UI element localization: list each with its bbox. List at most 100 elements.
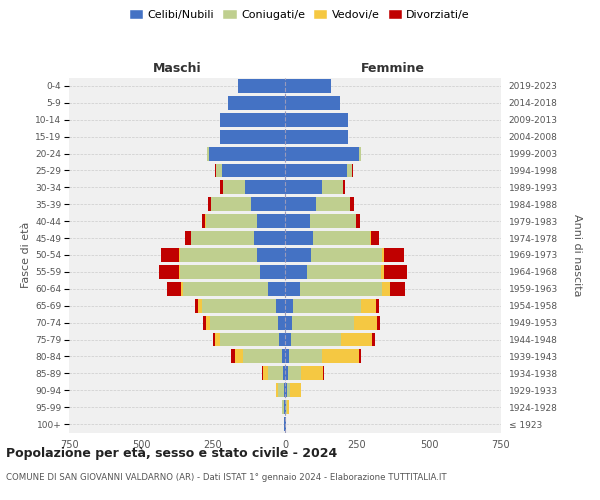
Bar xyxy=(285,79,331,93)
Bar xyxy=(285,96,340,110)
Text: Femmine: Femmine xyxy=(361,62,425,75)
Bar xyxy=(285,282,382,296)
Bar xyxy=(285,180,343,194)
Bar xyxy=(282,400,285,414)
Bar xyxy=(285,164,353,177)
Bar xyxy=(285,316,354,330)
Bar xyxy=(257,214,285,228)
Bar xyxy=(268,366,285,380)
Bar xyxy=(215,332,285,346)
Bar xyxy=(285,231,370,245)
Bar xyxy=(277,299,285,312)
Bar xyxy=(285,130,349,143)
Bar xyxy=(285,400,289,414)
Bar xyxy=(285,214,356,228)
Bar xyxy=(216,164,285,177)
Bar xyxy=(213,332,285,346)
Bar xyxy=(285,146,361,160)
Bar xyxy=(220,130,285,143)
Bar xyxy=(285,146,359,160)
Bar xyxy=(207,146,285,160)
Bar xyxy=(285,282,405,296)
Bar xyxy=(181,248,285,262)
Bar xyxy=(285,96,340,110)
Bar xyxy=(285,417,286,431)
Bar xyxy=(285,350,359,364)
Bar xyxy=(285,366,324,380)
Bar xyxy=(284,417,285,431)
Bar xyxy=(285,350,322,364)
Bar xyxy=(159,265,285,279)
Bar xyxy=(285,96,340,110)
Bar xyxy=(285,180,343,194)
Bar xyxy=(285,366,301,380)
Bar xyxy=(285,79,331,93)
Bar xyxy=(235,350,285,364)
Bar xyxy=(262,366,285,380)
Bar xyxy=(285,332,291,346)
Bar xyxy=(285,231,371,245)
Bar xyxy=(285,146,361,160)
Bar xyxy=(285,384,287,397)
Bar xyxy=(276,384,285,397)
Bar xyxy=(285,180,345,194)
Bar xyxy=(242,350,285,364)
Bar xyxy=(285,248,385,262)
Bar xyxy=(260,265,285,279)
Bar xyxy=(238,79,285,93)
Bar xyxy=(223,180,285,194)
Bar xyxy=(228,96,285,110)
Bar xyxy=(179,265,285,279)
Bar xyxy=(285,316,292,330)
Bar xyxy=(285,79,331,93)
Bar xyxy=(211,198,285,211)
Bar xyxy=(285,350,361,364)
Bar xyxy=(220,113,285,126)
Bar xyxy=(285,231,379,245)
Bar xyxy=(285,248,311,262)
Bar xyxy=(285,299,293,312)
Bar xyxy=(185,231,285,245)
Bar xyxy=(285,282,390,296)
Bar xyxy=(285,316,377,330)
Bar xyxy=(285,180,322,194)
Bar xyxy=(278,384,285,397)
Y-axis label: Fasce di età: Fasce di età xyxy=(21,222,31,288)
Bar xyxy=(285,248,382,262)
Bar xyxy=(220,180,285,194)
Bar xyxy=(285,265,307,279)
Bar xyxy=(220,130,285,143)
Bar xyxy=(285,265,385,279)
Bar xyxy=(285,417,286,431)
Bar xyxy=(285,366,288,380)
Bar xyxy=(228,96,285,110)
Bar xyxy=(231,350,285,364)
Bar xyxy=(284,384,285,397)
Bar xyxy=(285,400,287,414)
Bar xyxy=(281,350,285,364)
Bar xyxy=(285,113,348,126)
Bar xyxy=(161,248,285,262)
Bar xyxy=(202,214,285,228)
Bar xyxy=(285,198,316,211)
Bar xyxy=(285,299,379,312)
Bar xyxy=(228,96,285,110)
Bar xyxy=(285,198,350,211)
Y-axis label: Anni di nascita: Anni di nascita xyxy=(572,214,582,296)
Legend: Celibi/Nubili, Coniugati/e, Vedovi/e, Divorziati/e: Celibi/Nubili, Coniugati/e, Vedovi/e, Di… xyxy=(125,6,475,25)
Bar xyxy=(208,198,285,211)
Bar xyxy=(285,332,374,346)
Bar xyxy=(279,332,285,346)
Bar xyxy=(285,79,331,93)
Bar xyxy=(285,265,407,279)
Bar xyxy=(215,164,285,177)
Bar xyxy=(167,282,285,296)
Bar xyxy=(285,113,348,126)
Bar xyxy=(285,299,361,312)
Bar xyxy=(285,198,354,211)
Bar xyxy=(285,332,341,346)
Bar xyxy=(216,164,285,177)
Bar xyxy=(285,384,301,397)
Bar xyxy=(238,79,285,93)
Bar xyxy=(284,417,285,431)
